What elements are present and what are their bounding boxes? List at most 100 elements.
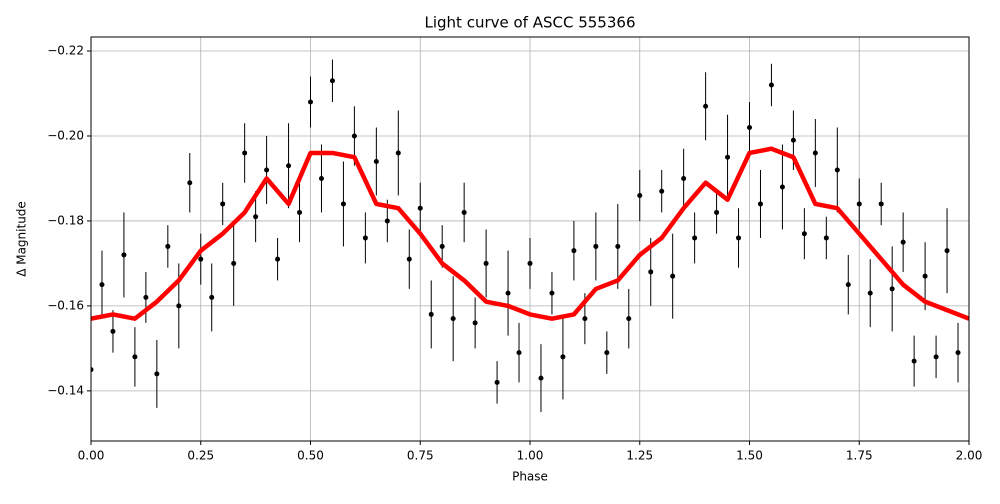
data-point [143, 294, 149, 300]
y-tick-label: −0.20 [47, 128, 84, 142]
x-tick-label: 0.75 [407, 449, 434, 463]
data-point [801, 231, 807, 237]
data-point [308, 99, 313, 105]
data-point [867, 290, 873, 296]
data-point [121, 252, 127, 258]
x-tick-label: 2.00 [956, 449, 983, 463]
data-point [318, 175, 324, 181]
data-point [450, 316, 456, 322]
data-point [834, 167, 840, 173]
data-point [91, 367, 94, 373]
data-point [351, 133, 357, 139]
data-point [779, 184, 785, 190]
y-tick-label: −0.16 [47, 298, 84, 312]
data-point [725, 154, 731, 160]
data-point [362, 235, 368, 241]
y-tick-label: −0.18 [47, 213, 84, 227]
data-point [110, 328, 116, 334]
x-tick-label: 0.25 [187, 449, 214, 463]
data-point [439, 243, 445, 249]
data-point [714, 209, 720, 215]
data-point [132, 354, 138, 360]
data-point [373, 158, 379, 164]
data-point [692, 235, 698, 241]
data-point [648, 269, 654, 275]
data-point [253, 214, 259, 220]
x-tick-label: 1.25 [626, 449, 653, 463]
data-point [944, 248, 950, 254]
data-point [736, 235, 742, 241]
x-tick-label: 1.00 [517, 449, 544, 463]
data-point [955, 350, 961, 356]
data-point [571, 248, 577, 254]
data-point [604, 350, 610, 356]
data-point [395, 150, 401, 156]
data-point [198, 256, 204, 262]
data-point [659, 188, 665, 194]
y-tick-label: −0.14 [47, 383, 84, 397]
x-tick-label: 1.75 [846, 449, 873, 463]
data-point [560, 354, 566, 360]
y-axis-label: Δ Magnitude [15, 201, 29, 277]
chart-title: Light curve of ASCC 555366 [425, 14, 636, 32]
data-point [911, 358, 917, 364]
data-point [209, 294, 215, 300]
data-point [615, 243, 621, 249]
data-point [703, 103, 709, 109]
data-point [670, 273, 676, 279]
x-axis-label: Phase [512, 470, 548, 484]
data-point [154, 371, 160, 377]
data-point [757, 201, 763, 207]
data-point [472, 320, 478, 326]
data-point [494, 379, 500, 385]
data-point [593, 243, 599, 249]
data-point [329, 78, 335, 84]
data-point [417, 205, 423, 211]
x-tick-label: 0.50 [297, 449, 324, 463]
data-point [527, 260, 533, 266]
data-point [384, 218, 390, 224]
data-point [264, 167, 270, 173]
data-point [242, 150, 248, 156]
data-point [637, 192, 643, 198]
data-point [790, 137, 796, 143]
data-point [538, 375, 544, 381]
data-point [681, 175, 687, 181]
model-line [91, 146, 969, 321]
data-point [187, 180, 193, 186]
data-point [461, 209, 467, 215]
data-point [933, 354, 939, 360]
data-point [406, 256, 412, 262]
plot-frame [90, 36, 970, 442]
x-tick-label: 1.50 [736, 449, 763, 463]
plot-area [91, 59, 969, 413]
data-point [483, 260, 489, 266]
x-tick-label: 0.00 [78, 449, 105, 463]
data-point [99, 282, 105, 288]
data-point [176, 303, 182, 309]
data-point [878, 201, 884, 207]
data-point [747, 124, 752, 130]
data-point [231, 260, 237, 266]
data-point [823, 235, 829, 241]
y-tick-label: −0.22 [47, 44, 84, 58]
data-point [856, 201, 862, 207]
data-point [900, 239, 906, 245]
data-point [889, 286, 895, 292]
data-point [340, 201, 346, 207]
data-point [922, 273, 928, 279]
data-point [505, 290, 511, 296]
data-point [220, 201, 226, 207]
data-point [582, 316, 588, 322]
data-point [812, 150, 818, 156]
data-point [275, 256, 281, 262]
data-point [516, 350, 522, 356]
data-point [845, 282, 851, 288]
data-point [428, 311, 434, 317]
data-point [297, 209, 303, 215]
data-point [165, 243, 171, 249]
data-point [286, 163, 292, 169]
data-point [768, 82, 774, 88]
